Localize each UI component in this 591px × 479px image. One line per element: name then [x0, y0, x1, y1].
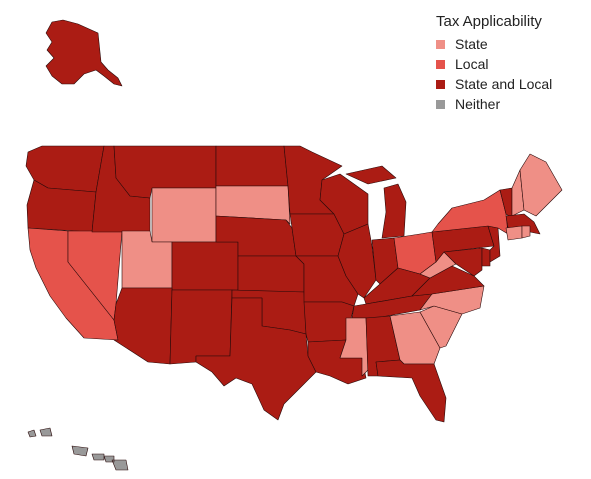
- legend-item-state-and-local: State and Local: [436, 74, 552, 94]
- state-AK: [45, 19, 123, 87]
- state-HI: [27, 427, 129, 471]
- state-SC: [419, 305, 463, 349]
- state-NM: [169, 289, 233, 365]
- state-ME: [519, 153, 563, 217]
- state-FL: [375, 359, 447, 423]
- legend-label-neither: Neither: [455, 96, 501, 112]
- state-SD: [215, 185, 291, 225]
- state-CT: [505, 225, 523, 241]
- state-RI: [521, 225, 531, 239]
- legend-swatch-state-and-local: [436, 79, 445, 89]
- legend-item-neither: Neither: [436, 94, 552, 114]
- state-MD: [443, 247, 483, 277]
- state-CO: [171, 241, 239, 291]
- legend-swatch-neither: [436, 99, 445, 109]
- legend-label-state: State: [455, 36, 488, 52]
- state-KS: [237, 255, 305, 293]
- state-WY: [151, 187, 217, 243]
- legend-swatch-local: [436, 59, 445, 69]
- state-MI: [345, 165, 407, 239]
- legend-label-local: Local: [455, 56, 489, 72]
- state-ND: [215, 145, 289, 187]
- legend-label-state-and-local: State and Local: [455, 76, 553, 92]
- state-IA: [289, 213, 345, 257]
- state-DE: [481, 247, 491, 267]
- state-NY: [431, 189, 509, 235]
- legend-item-state: State: [436, 34, 552, 54]
- state-TX: [195, 297, 317, 421]
- legend-item-local: Local: [436, 54, 552, 74]
- state-AZ: [113, 287, 173, 365]
- legend: Tax Applicability State Local State and …: [436, 13, 552, 114]
- legend-title: Tax Applicability: [436, 13, 542, 30]
- legend-swatch-state: [436, 39, 445, 49]
